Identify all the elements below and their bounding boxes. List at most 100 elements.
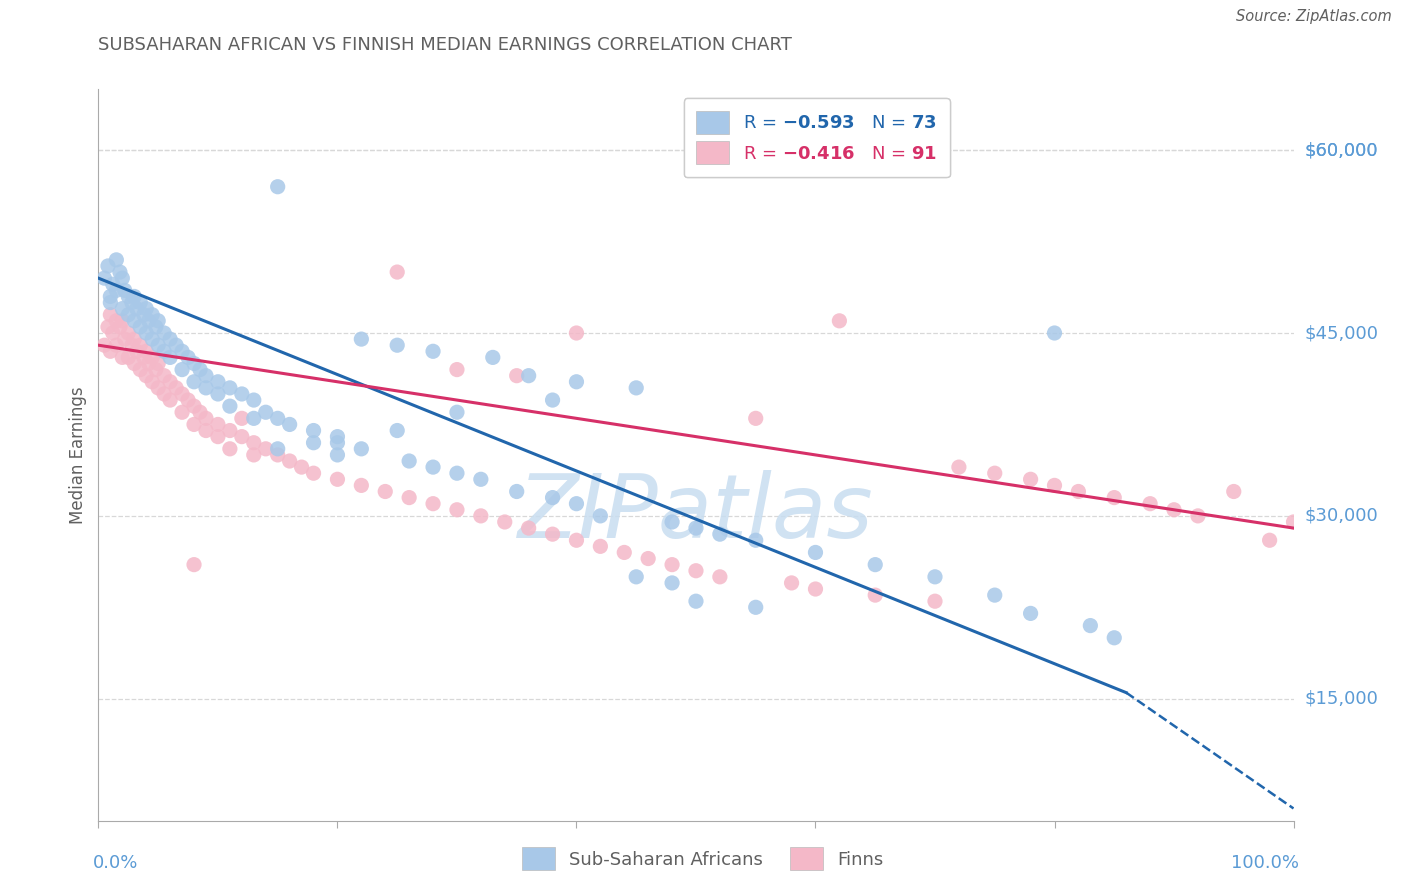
- Point: [219, 381, 242, 395]
- Point: [194, 411, 217, 425]
- Point: [114, 284, 136, 298]
- Point: [111, 301, 134, 316]
- Point: [624, 381, 647, 395]
- Point: [613, 545, 636, 559]
- Point: [93, 338, 115, 352]
- Point: [93, 271, 115, 285]
- Point: [194, 368, 217, 383]
- Point: [470, 472, 492, 486]
- Point: [1043, 478, 1066, 492]
- Point: [1102, 491, 1125, 505]
- Point: [481, 351, 505, 365]
- Point: [124, 332, 146, 346]
- Point: [422, 460, 444, 475]
- Point: [132, 308, 155, 322]
- Point: [148, 314, 170, 328]
- Point: [302, 424, 325, 438]
- Point: [98, 344, 122, 359]
- Point: [135, 301, 157, 316]
- Point: [745, 600, 768, 615]
- Point: [231, 411, 253, 425]
- Point: [1282, 515, 1305, 529]
- Point: [101, 326, 124, 340]
- Point: [709, 527, 731, 541]
- Point: [398, 491, 420, 505]
- Point: [1067, 484, 1090, 499]
- Point: [326, 435, 349, 450]
- Point: [948, 460, 970, 475]
- Point: [207, 375, 229, 389]
- Point: [565, 497, 588, 511]
- Point: [207, 417, 229, 432]
- Point: [124, 289, 146, 303]
- Text: $60,000: $60,000: [1305, 141, 1378, 159]
- Point: [183, 417, 205, 432]
- Point: [172, 387, 194, 401]
- Point: [804, 545, 827, 559]
- Point: [172, 344, 194, 359]
- Point: [117, 308, 139, 322]
- Point: [470, 508, 492, 523]
- Point: [98, 295, 122, 310]
- Point: [132, 351, 155, 365]
- Point: [243, 411, 266, 425]
- Point: [1222, 484, 1246, 499]
- Point: [278, 417, 301, 432]
- Point: [207, 430, 229, 444]
- Point: [278, 454, 301, 468]
- Point: [243, 392, 266, 407]
- Point: [350, 442, 373, 456]
- Point: [254, 442, 277, 456]
- Point: [219, 442, 242, 456]
- Text: ZIPatlas: ZIPatlas: [519, 470, 873, 557]
- Point: [565, 375, 588, 389]
- Point: [661, 558, 683, 572]
- Point: [159, 392, 181, 407]
- Point: [302, 466, 325, 480]
- Point: [177, 351, 200, 365]
- Point: [141, 351, 163, 365]
- Point: [326, 430, 349, 444]
- Point: [745, 533, 768, 548]
- Point: [124, 357, 146, 371]
- Point: [685, 594, 707, 608]
- Point: [780, 576, 803, 591]
- Point: [302, 435, 325, 450]
- Point: [117, 326, 139, 340]
- Point: [231, 430, 253, 444]
- Point: [183, 399, 205, 413]
- Point: [541, 527, 564, 541]
- Point: [1080, 618, 1102, 632]
- Point: [98, 289, 122, 303]
- Point: [589, 539, 612, 553]
- Point: [117, 289, 139, 303]
- Point: [1187, 508, 1209, 523]
- Text: $60,000: $60,000: [1305, 141, 1378, 159]
- Point: [385, 265, 409, 279]
- Point: [129, 295, 152, 310]
- Point: [165, 381, 187, 395]
- Point: [153, 368, 176, 383]
- Point: [506, 368, 529, 383]
- Point: [267, 448, 290, 462]
- Point: [148, 357, 170, 371]
- Point: [446, 466, 468, 480]
- Point: [828, 314, 851, 328]
- Point: [114, 332, 136, 346]
- Point: [267, 411, 290, 425]
- Point: [105, 314, 128, 328]
- Point: [1043, 326, 1066, 340]
- Point: [188, 362, 211, 376]
- Point: [125, 344, 148, 359]
- Point: [517, 368, 540, 383]
- Point: [422, 344, 444, 359]
- Point: [117, 351, 139, 365]
- Point: [446, 405, 468, 419]
- Point: [105, 284, 128, 298]
- Point: [350, 478, 373, 492]
- Point: [350, 332, 373, 346]
- Point: [194, 424, 217, 438]
- Point: [924, 570, 946, 584]
- Point: [125, 301, 148, 316]
- Point: [145, 320, 167, 334]
